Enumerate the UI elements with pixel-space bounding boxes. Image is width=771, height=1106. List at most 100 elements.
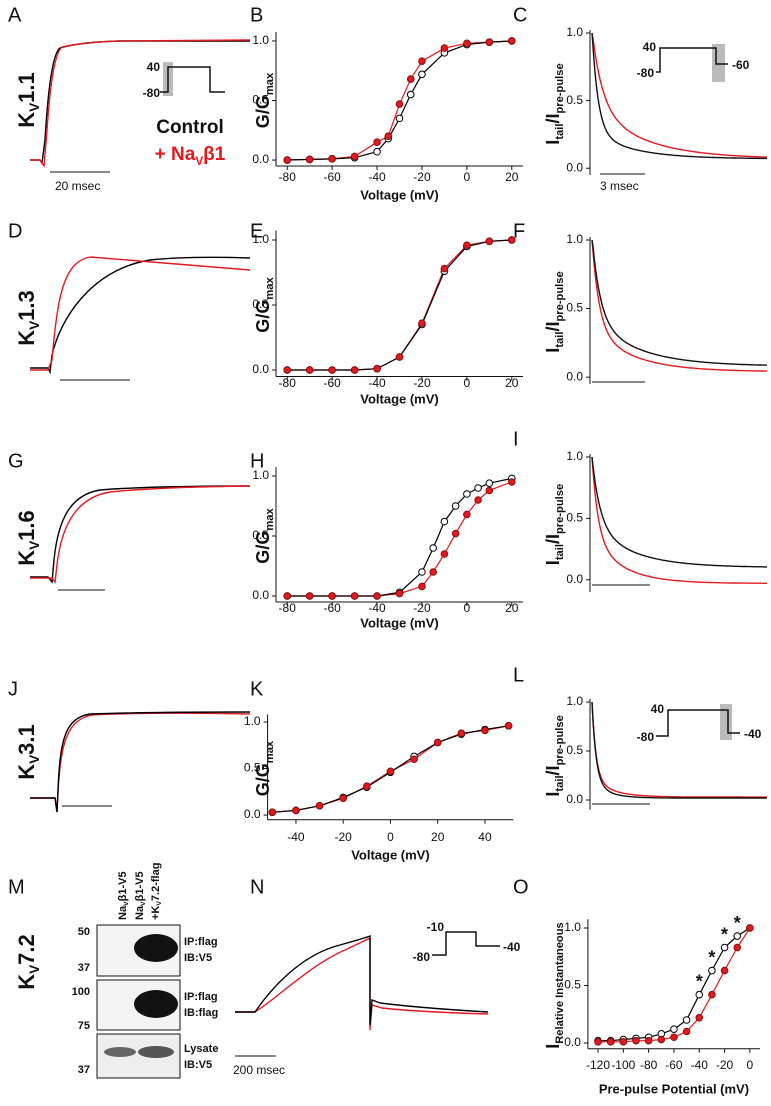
data-point (406, 90, 415, 99)
data-point (305, 366, 314, 374)
x-tick-label: -80 (640, 1058, 658, 1072)
y-axis-label: G/Gmax (253, 508, 276, 564)
data-point (440, 550, 449, 558)
fit-line (287, 239, 512, 371)
label-part: I (543, 792, 563, 797)
label-part: pre-pulse (554, 271, 566, 321)
data-point (695, 1013, 704, 1022)
data-point (746, 924, 754, 932)
y-tick-label: 0.5 (564, 978, 581, 992)
y-tick-label: 0.5 (566, 93, 583, 107)
data-point (373, 364, 381, 373)
x-tick-label: -20 (413, 376, 431, 390)
data-point (504, 721, 513, 730)
protocol-label: -40 (744, 727, 762, 741)
x-tick-label: -100 (611, 1058, 635, 1072)
x-tick-label: -40 (368, 376, 386, 390)
data-point (328, 592, 336, 600)
x-tick-label: -80 (279, 601, 297, 615)
x-tick-label: -120 (586, 1058, 610, 1072)
y-axis-label: Itail/Ipre-pulse (543, 63, 566, 144)
x-tick-label: -40 (287, 830, 305, 844)
tail-trace (591, 701, 767, 798)
data-point (657, 1035, 666, 1044)
current-trace (30, 256, 251, 375)
x-tick-label: 20 (505, 170, 519, 184)
x-tick-label: -80 (279, 170, 297, 184)
data-point (386, 767, 395, 776)
x-tick-label: 20 (505, 601, 519, 615)
label-part: tail (554, 544, 566, 560)
data-point (283, 156, 292, 164)
legend-entry: + NaVβ1 (155, 144, 226, 168)
panel-label: D (8, 220, 22, 242)
protocol-label: -80 (413, 950, 431, 964)
protocol-label: -80 (143, 86, 161, 100)
marker-label: 75 (78, 1020, 90, 1032)
x-tick-label: 0 (464, 601, 471, 615)
label-part: pre-pulse (554, 63, 566, 113)
data-point (406, 75, 415, 83)
label-part: 1.1 (14, 72, 39, 103)
blot-label: IB:V5 (184, 1059, 212, 1071)
y-tick-label: 0.5 (252, 297, 269, 311)
label-part: I (543, 140, 563, 145)
tail-trace (591, 32, 767, 158)
legend-entry: Control (156, 117, 224, 138)
label-part: V (156, 901, 163, 906)
y-axis-label: G/Gmax (253, 277, 276, 333)
scale-label: 20 msec (55, 179, 100, 193)
data-point (440, 264, 449, 273)
y-tick-label: 1.0 (252, 468, 269, 482)
data-point (395, 353, 404, 361)
y-tick-label: 1.0 (252, 232, 269, 246)
data-point (720, 943, 729, 952)
data-point (481, 726, 489, 735)
annotation: * (721, 924, 728, 944)
data-point (373, 138, 381, 146)
annotation: * (708, 947, 715, 967)
data-point (429, 568, 437, 576)
x-tick-label: -20 (716, 1058, 734, 1072)
protocol-label: -80 (637, 66, 655, 80)
label-part: max (264, 72, 276, 95)
data-point (292, 806, 300, 815)
protocol-highlight (720, 704, 732, 740)
label-part: β1-V5 (117, 871, 129, 901)
label-part: I (543, 348, 563, 353)
panel-label: A (8, 4, 22, 26)
label-part: K (14, 764, 39, 780)
tail-trace (591, 456, 767, 584)
data-point (315, 801, 324, 810)
y-axis-label: G/Gmax (253, 740, 276, 796)
label-part: I (543, 1044, 563, 1049)
label-part: 1.6 (14, 510, 39, 541)
fit-line (287, 239, 512, 371)
y-tick-label: 0.5 (244, 761, 261, 775)
label-part: G/G (253, 763, 273, 796)
data-point (708, 990, 716, 999)
panel-label: L (513, 664, 524, 686)
data-point (632, 1036, 640, 1045)
x-tick-label: -60 (665, 1058, 683, 1072)
x-tick-label: -40 (368, 170, 386, 184)
data-point (474, 484, 482, 492)
x-axis-label: Voltage (mV) (351, 847, 430, 862)
data-point (283, 592, 292, 600)
blot-band (104, 1047, 136, 1057)
tail-trace (591, 32, 767, 160)
label-part: /I (543, 765, 563, 775)
x-tick-label: -20 (413, 170, 431, 184)
data-point (350, 366, 359, 374)
data-point (440, 517, 449, 526)
label-part: /I (543, 322, 563, 332)
current-trace (30, 256, 251, 371)
label-part: 7.2-flag (150, 863, 162, 902)
label-part: K (14, 330, 39, 346)
marker-label: 100 (72, 986, 90, 998)
protocol (656, 47, 728, 73)
x-tick-label: -20 (413, 601, 431, 615)
label-part: tail (554, 775, 566, 791)
marker-label: 50 (78, 926, 90, 938)
data-point (463, 490, 471, 498)
